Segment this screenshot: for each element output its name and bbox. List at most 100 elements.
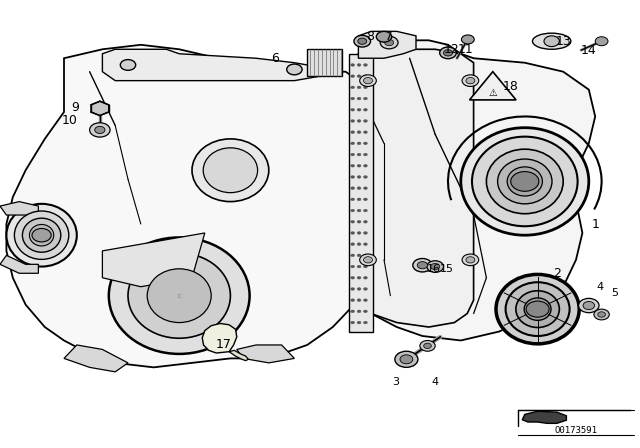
Circle shape — [351, 254, 355, 257]
Circle shape — [364, 288, 367, 290]
Circle shape — [351, 276, 355, 279]
Ellipse shape — [472, 137, 577, 226]
Circle shape — [354, 35, 371, 47]
Text: 4: 4 — [431, 377, 439, 387]
Circle shape — [594, 309, 609, 320]
Circle shape — [95, 126, 105, 134]
Circle shape — [351, 64, 355, 66]
Circle shape — [380, 36, 398, 49]
Circle shape — [351, 108, 355, 111]
Circle shape — [579, 298, 599, 313]
Circle shape — [351, 310, 355, 313]
Circle shape — [351, 97, 355, 100]
Polygon shape — [91, 101, 109, 116]
Polygon shape — [352, 40, 595, 340]
Bar — [307, 49, 342, 76]
Circle shape — [400, 355, 413, 364]
Circle shape — [364, 209, 367, 212]
Text: 3: 3 — [392, 377, 399, 387]
Circle shape — [364, 153, 367, 156]
Circle shape — [461, 35, 474, 44]
Circle shape — [364, 220, 367, 223]
Circle shape — [385, 39, 394, 46]
Ellipse shape — [14, 211, 69, 259]
Circle shape — [598, 312, 605, 317]
Circle shape — [357, 209, 361, 212]
Polygon shape — [237, 345, 294, 363]
Circle shape — [351, 153, 355, 156]
Polygon shape — [102, 49, 320, 81]
Circle shape — [357, 265, 361, 268]
Circle shape — [364, 164, 367, 167]
Circle shape — [364, 257, 372, 263]
Circle shape — [364, 64, 367, 66]
Circle shape — [357, 243, 361, 246]
Circle shape — [357, 153, 361, 156]
Circle shape — [417, 262, 428, 269]
Circle shape — [364, 108, 367, 111]
Circle shape — [511, 172, 539, 191]
Circle shape — [466, 257, 475, 263]
Circle shape — [364, 131, 367, 134]
Circle shape — [583, 302, 595, 310]
Circle shape — [357, 120, 361, 122]
Circle shape — [364, 254, 367, 257]
Text: 10: 10 — [61, 114, 77, 128]
Text: 16: 16 — [427, 264, 441, 274]
Circle shape — [351, 321, 355, 324]
Polygon shape — [0, 255, 38, 273]
Text: 11: 11 — [458, 43, 474, 56]
Circle shape — [351, 198, 355, 201]
Ellipse shape — [498, 159, 552, 204]
Text: 8: 8 — [366, 30, 374, 43]
Circle shape — [357, 321, 361, 324]
Ellipse shape — [204, 148, 257, 193]
Circle shape — [376, 31, 392, 42]
Polygon shape — [0, 202, 38, 215]
Circle shape — [357, 164, 361, 167]
Circle shape — [413, 258, 432, 272]
Ellipse shape — [128, 253, 230, 338]
Text: c: c — [177, 293, 181, 299]
Text: 5: 5 — [611, 289, 618, 298]
Ellipse shape — [516, 291, 559, 327]
Bar — [349, 54, 373, 332]
Text: 6: 6 — [271, 52, 279, 65]
Ellipse shape — [109, 237, 250, 354]
Ellipse shape — [524, 298, 551, 320]
Circle shape — [364, 310, 367, 313]
Ellipse shape — [147, 269, 211, 323]
Ellipse shape — [22, 218, 61, 252]
Circle shape — [351, 131, 355, 134]
Circle shape — [526, 301, 549, 317]
Ellipse shape — [532, 33, 571, 49]
Circle shape — [364, 75, 367, 78]
Text: 2: 2 — [553, 267, 561, 280]
Circle shape — [357, 64, 361, 66]
Text: 18: 18 — [503, 79, 518, 93]
Text: 12: 12 — [444, 43, 459, 56]
Circle shape — [364, 265, 367, 268]
Circle shape — [357, 232, 361, 234]
Circle shape — [364, 321, 367, 324]
Circle shape — [90, 123, 110, 137]
Circle shape — [357, 220, 361, 223]
Circle shape — [357, 75, 361, 78]
Polygon shape — [522, 411, 566, 423]
Circle shape — [120, 60, 136, 70]
Circle shape — [357, 108, 361, 111]
Circle shape — [440, 47, 456, 59]
Circle shape — [462, 75, 479, 86]
Circle shape — [357, 310, 361, 313]
Polygon shape — [64, 345, 128, 372]
Polygon shape — [202, 323, 237, 353]
Polygon shape — [6, 45, 397, 367]
Circle shape — [364, 120, 367, 122]
Circle shape — [431, 263, 440, 270]
Circle shape — [395, 351, 418, 367]
Circle shape — [462, 254, 479, 266]
Circle shape — [360, 75, 376, 86]
Ellipse shape — [6, 204, 77, 267]
Ellipse shape — [486, 149, 563, 214]
Circle shape — [595, 37, 608, 46]
